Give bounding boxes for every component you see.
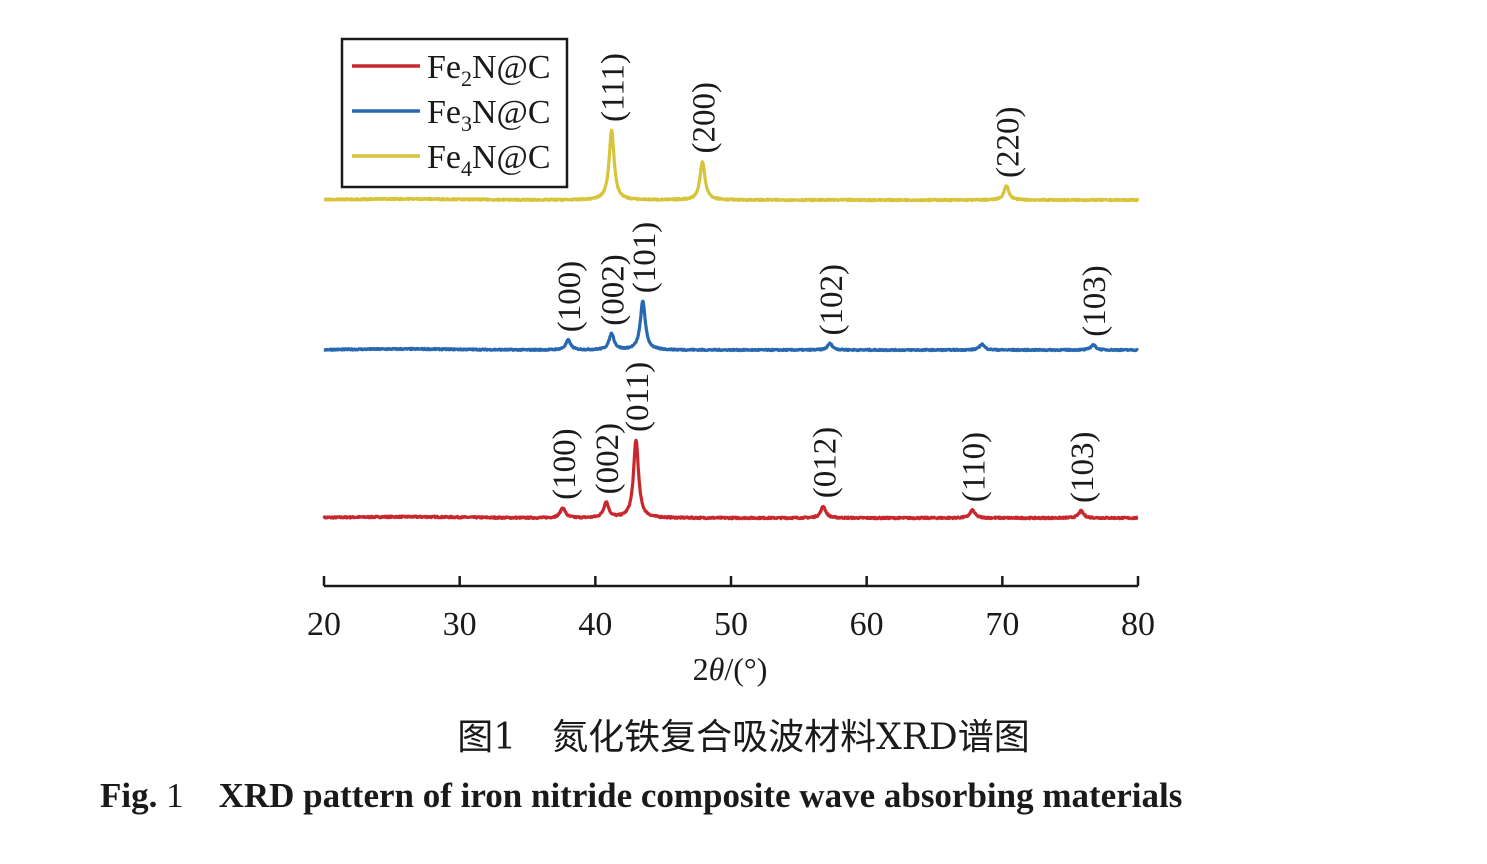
legend-box xyxy=(340,37,569,189)
peak-label: (102) xyxy=(814,264,850,335)
xrd-traces xyxy=(322,128,1140,521)
peak-label: (012) xyxy=(807,427,843,498)
peak-label: (103) xyxy=(1077,265,1113,336)
legend-label: Fe4N@C xyxy=(427,139,551,181)
series-line-1 xyxy=(322,438,1140,521)
x-axis-title-theta: θ xyxy=(709,651,725,687)
x-tick-label: 30 xyxy=(443,606,477,643)
peak-label: (110) xyxy=(957,432,993,502)
peak-labels: (100) (002)(011)(012) (110) (103)(100) (002)… xyxy=(547,53,1113,503)
x-tick-label: 20 xyxy=(307,606,341,643)
legend-label: Fe3N@C xyxy=(427,94,551,136)
x-tick-label: 70 xyxy=(985,606,1019,643)
peak-label: (220) xyxy=(990,107,1026,178)
x-axis-title-suffix: /(°) xyxy=(724,651,767,687)
caption-chinese: 图1 氮化铁复合吸波材料XRD谱图 xyxy=(457,717,1030,758)
x-axis-title: 2θ/(°) xyxy=(693,651,768,687)
peak-label: (200) xyxy=(687,82,723,153)
peak-label: (100) xyxy=(552,261,588,332)
series-line-3 xyxy=(322,128,1140,203)
x-tick-label: 60 xyxy=(850,606,884,643)
caption-english: Fig. 1 XRD pattern of iron nitride compo… xyxy=(100,776,1182,816)
peak-label: (100) xyxy=(547,428,583,499)
legend-label: Fe2N@C xyxy=(427,49,551,91)
x-tick-label: 40 xyxy=(578,606,612,643)
peak-label: (011) xyxy=(620,362,656,432)
x-tick-label: 80 xyxy=(1121,606,1155,643)
caption-title: XRD pattern of iron nitride composite wa… xyxy=(218,776,1183,815)
peak-label: (002) xyxy=(590,423,626,494)
x-axis-title-prefix: 2 xyxy=(693,651,709,687)
series-line-2 xyxy=(322,299,1140,353)
caption-fig-number: 1 xyxy=(166,776,184,815)
x-axis: 20 30 40 50 60 70 80 xyxy=(307,576,1155,643)
x-tick-label: 50 xyxy=(714,606,748,643)
caption-fig-label: Fig. xyxy=(100,776,158,815)
peak-label: (111) xyxy=(596,53,632,122)
peak-label: (101) xyxy=(627,222,663,293)
peak-label: (002) xyxy=(596,254,632,325)
peak-label: (103) xyxy=(1065,432,1101,503)
